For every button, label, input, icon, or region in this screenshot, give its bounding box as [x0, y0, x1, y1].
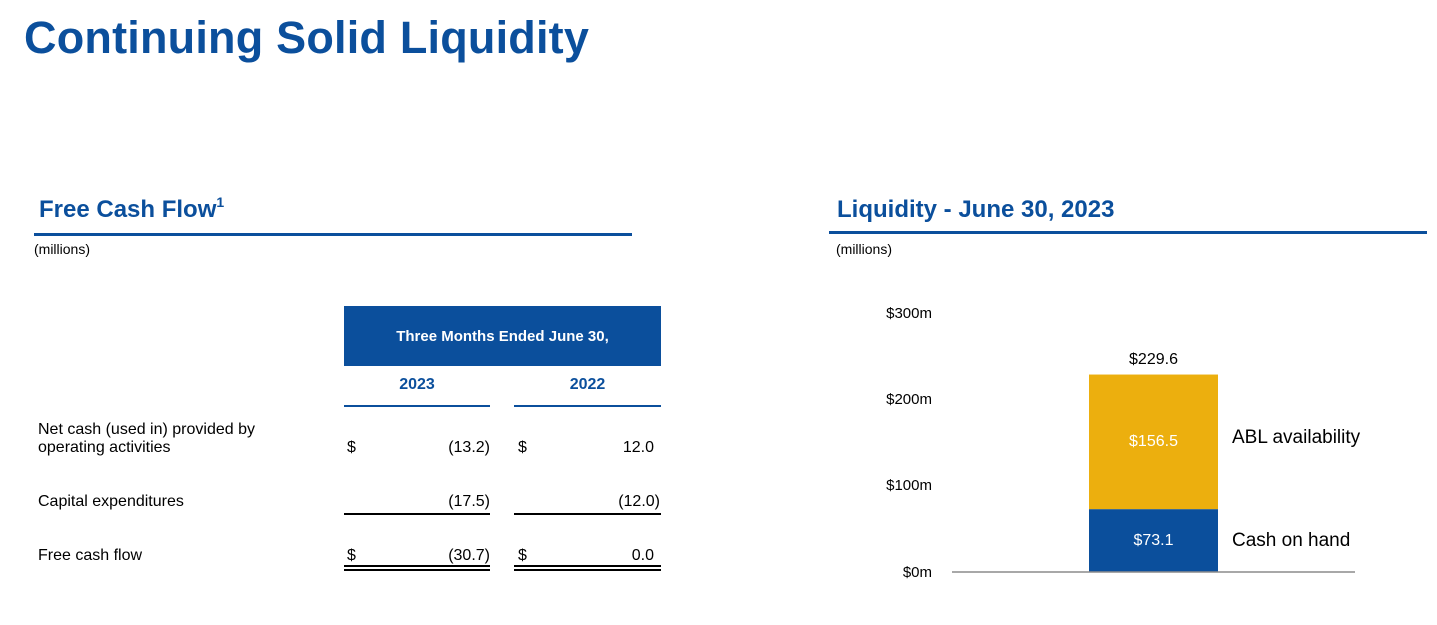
liquidity-heading-rule — [829, 231, 1427, 234]
row-fcf-label: Free cash flow — [38, 547, 143, 564]
row-capex-label: Capital expenditures — [38, 493, 184, 510]
row-operating-label: Net cash (used in) provided by operating… — [38, 421, 255, 457]
row-operating-cur-2022: $ — [518, 439, 527, 456]
year-2023-rule — [344, 405, 490, 407]
fcf-2023-double-underline — [344, 565, 490, 571]
period-header: Three Months Ended June 30, — [344, 306, 661, 366]
row-operating-value-2023: (13.2) — [448, 439, 490, 456]
row-operating-label-line2: operating activities — [38, 439, 171, 456]
liquidity-heading: Liquidity - June 30, 2023 — [837, 196, 1115, 223]
row-fcf-value-2022: 0.0 — [631, 547, 654, 564]
legend-cash-on-hand: Cash on hand — [1232, 529, 1351, 551]
row-operating-value-2022: 12.0 — [622, 439, 654, 456]
page-title: Continuing Solid Liquidity — [24, 12, 590, 63]
fcf-heading-text: Free Cash Flow — [39, 196, 217, 223]
fcf-heading: Free Cash Flow1 — [39, 194, 225, 224]
row-capex-value-2023: (17.5) — [448, 493, 490, 510]
legend-abl-availability: ABL availability — [1232, 426, 1361, 448]
capex-2022-underline — [514, 513, 661, 515]
abl-availability-value-label: $156.5 — [1129, 432, 1178, 450]
total-value-label: $229.6 — [1129, 350, 1178, 368]
y-tick-100: $100m — [886, 477, 932, 494]
row-fcf-value-2023: (30.7) — [448, 547, 490, 564]
fcf-footnote-mark: 1 — [216, 194, 225, 210]
fcf-heading-rule — [34, 233, 632, 236]
fcf-units: (millions) — [34, 241, 90, 257]
row-operating-label-line1: Net cash (used in) provided by — [38, 421, 255, 438]
year-2022-header: 2022 — [569, 376, 606, 393]
row-fcf-cur-2023: $ — [347, 547, 356, 564]
bar-segment-cash-on-hand — [1089, 509, 1218, 572]
fcf-2022-double-underline — [514, 565, 661, 571]
y-tick-200: $200m — [886, 391, 932, 408]
row-fcf-cur-2022: $ — [518, 547, 527, 564]
cash-on-hand-value-label: $73.1 — [1133, 531, 1174, 549]
capex-2023-underline — [344, 513, 490, 515]
liquidity-units: (millions) — [836, 241, 892, 257]
year-2022-rule — [514, 405, 661, 407]
y-tick-0: $0m — [902, 564, 932, 581]
row-capex-value-2022: (12.0) — [618, 493, 660, 510]
row-operating-cur-2023: $ — [347, 439, 356, 456]
y-tick-300: $300m — [886, 305, 932, 322]
bar-segment-abl-availability — [1089, 374, 1218, 510]
year-2023-header: 2023 — [399, 376, 435, 393]
